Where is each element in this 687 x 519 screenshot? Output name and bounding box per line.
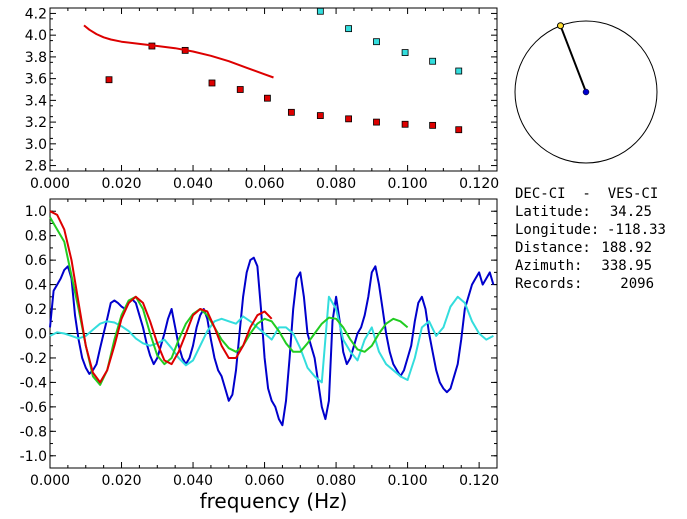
x-tick-label: 0.080 [316,176,356,192]
green-series-line [49,216,409,386]
x-tick-label: 0.020 [101,473,141,489]
x-tick-label: 0.080 [316,473,356,489]
y-tick-label: -0.6 [20,400,47,416]
y-tick-label: -0.4 [20,375,47,391]
cyan-data-point [316,7,324,15]
y-tick-label: 0.2 [25,302,47,318]
azimuth-label: Azimuth: [515,258,582,274]
cyan-data-point [373,38,380,46]
x-tick-label: 0.060 [245,473,285,489]
latitude-label: Latitude: [515,204,591,220]
y-tick-label: 1.0 [25,204,47,220]
x-tick-label: 0.020 [101,176,141,192]
x-tick-label: 0.100 [388,473,428,489]
red-data-point [373,118,380,126]
correlation-plot: 0.000 0.020 0.040 0.060 0.080 0.100 0.120 1.0 0.… [20,198,499,513]
red-series-line [49,210,273,384]
plot-frame [49,7,498,172]
y-tick-label: -0.2 [20,351,47,367]
y-tick-label: 0.0 [25,327,47,343]
station-info: DEC-CI - VES-CI Latitude: 34.25 Longitud… [515,186,666,292]
x-tick-label: 0.000 [30,176,70,192]
cyan-data-point [345,25,352,33]
distance-label: Distance: [515,240,591,256]
x-tick-label: 0.120 [459,473,499,489]
cyan-data-point [429,57,437,65]
azimuth-compass [514,20,658,164]
y-tick-label: -1.0 [20,449,47,465]
y-tick-label: -0.8 [20,424,47,440]
y-tick-label: 2.8 [25,159,47,175]
red-data-point [208,79,216,87]
azimuth-needle-tip [557,22,564,30]
longitude-label: Longitude: [515,222,599,238]
y-tick-label: 3.8 [25,50,47,66]
red-series-line [83,24,274,79]
compass-center-dot [582,88,590,96]
cyan-data-point [401,49,409,56]
station-pair-label: DEC-CI - VES-CI [515,186,658,202]
x-tick-label: 0.000 [30,473,70,489]
azimuth-needle [559,25,587,93]
records-label: Records: [515,276,582,292]
x-tick-label: 0.060 [245,176,285,192]
y-tick-label: 0.8 [25,229,47,245]
red-data-point [287,108,295,116]
y-tick-label: 0.6 [25,253,47,269]
red-data-point [105,76,113,84]
red-data-point [455,126,463,134]
latitude-value: 34.25 [610,204,652,220]
cyan-data-point [455,67,463,75]
azimuth-value: 338.95 [601,258,652,274]
y-tick-label: 3.0 [25,137,47,153]
phase-velocity-plot: 0.000 0.020 0.040 0.060 0.080 0.100 0.120 2.8 3.… [25,6,499,192]
x-tick-label: 0.040 [173,473,213,489]
longitude-value: -118.33 [607,222,666,238]
red-data-point [316,112,324,119]
distance-value: 188.92 [601,240,652,256]
x-tick-label: 0.040 [173,176,213,192]
red-data-point [401,120,409,128]
cyan-series-line [49,295,494,384]
red-data-point [236,86,244,93]
records-value: 2096 [620,276,654,292]
x-tick-label: 0.100 [388,176,428,192]
y-tick-label: 3.4 [25,93,47,109]
red-data-point [429,121,437,129]
x-tick-label: 0.120 [459,176,499,192]
x-axis-title: frequency (Hz) [200,489,348,513]
y-tick-label: 0.4 [25,278,47,294]
compass-circle [514,20,658,164]
red-data-point [264,94,271,102]
red-data-point [345,115,352,123]
y-tick-label: 3.2 [25,115,47,131]
y-tick-label: 4.0 [25,28,47,44]
y-tick-label: 3.6 [25,72,47,88]
y-tick-label: 4.2 [25,6,47,22]
